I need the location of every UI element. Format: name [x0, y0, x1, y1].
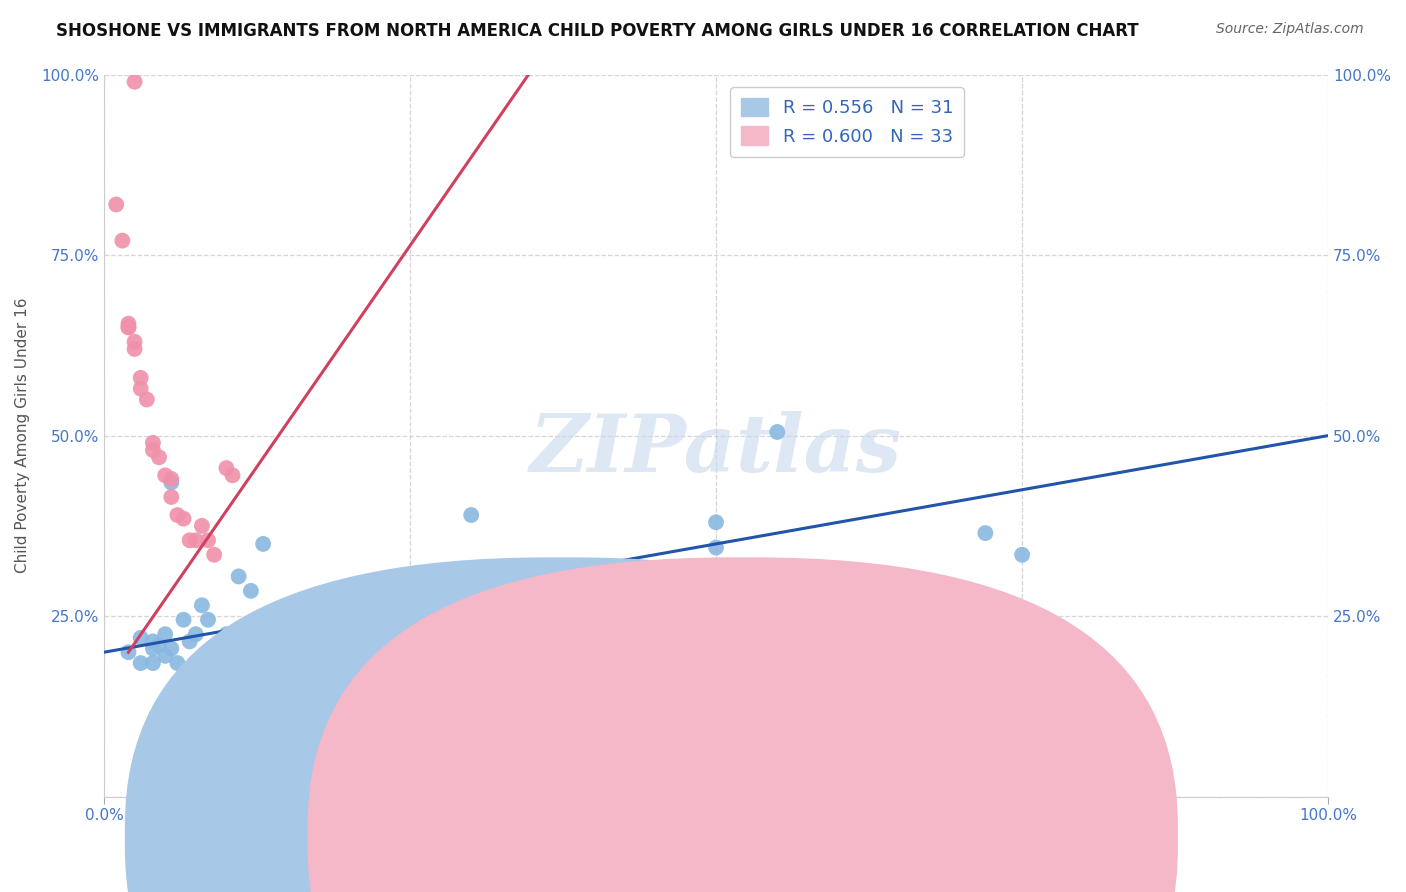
- Point: [179, 634, 201, 648]
- Point: [142, 435, 165, 450]
- Point: [252, 537, 274, 551]
- Point: [252, 678, 274, 692]
- Point: [184, 627, 207, 641]
- Point: [221, 468, 243, 483]
- Point: [160, 641, 183, 656]
- Point: [148, 450, 170, 465]
- Point: [197, 613, 219, 627]
- Point: [117, 320, 139, 334]
- Point: [142, 634, 165, 648]
- Point: [142, 641, 165, 656]
- Point: [142, 443, 165, 458]
- Point: [117, 317, 139, 331]
- Point: [522, 648, 544, 663]
- Point: [105, 197, 128, 211]
- Point: [1011, 548, 1033, 562]
- Point: [485, 648, 508, 663]
- Point: [129, 631, 152, 645]
- Point: [252, 634, 274, 648]
- Point: [277, 634, 299, 648]
- Point: [129, 382, 152, 396]
- Point: [179, 533, 201, 548]
- Point: [117, 645, 139, 659]
- Point: [191, 519, 214, 533]
- Point: [124, 342, 146, 356]
- Point: [277, 606, 299, 620]
- Text: Immigrants from North America: Immigrants from North America: [766, 830, 1011, 845]
- Point: [160, 472, 183, 486]
- Point: [124, 75, 146, 89]
- Point: [301, 620, 323, 634]
- Point: [173, 511, 195, 525]
- Text: SHOSHONE VS IMMIGRANTS FROM NORTH AMERICA CHILD POVERTY AMONG GIRLS UNDER 16 COR: SHOSHONE VS IMMIGRANTS FROM NORTH AMERIC…: [56, 22, 1139, 40]
- Point: [239, 583, 262, 598]
- Point: [704, 515, 727, 529]
- Text: Source: ZipAtlas.com: Source: ZipAtlas.com: [1216, 22, 1364, 37]
- Y-axis label: Child Poverty Among Girls Under 16: Child Poverty Among Girls Under 16: [15, 298, 30, 574]
- Point: [704, 541, 727, 555]
- Point: [197, 533, 219, 548]
- Text: ZIPatlas: ZIPatlas: [530, 411, 903, 489]
- Point: [148, 638, 170, 652]
- Point: [124, 334, 146, 349]
- Point: [166, 656, 188, 670]
- Text: Shoshone: Shoshone: [583, 830, 659, 845]
- Point: [283, 620, 305, 634]
- Point: [974, 526, 997, 541]
- Point: [173, 613, 195, 627]
- Point: [153, 648, 176, 663]
- Point: [153, 468, 176, 483]
- Point: [766, 425, 789, 439]
- Point: [153, 627, 176, 641]
- Point: [160, 475, 183, 490]
- Point: [184, 533, 207, 548]
- Legend: R = 0.556   N = 31, R = 0.600   N = 33: R = 0.556 N = 31, R = 0.600 N = 33: [730, 87, 965, 157]
- Point: [215, 627, 238, 641]
- Point: [288, 641, 311, 656]
- Point: [228, 569, 250, 583]
- Point: [111, 234, 134, 248]
- Point: [166, 508, 188, 522]
- Point: [129, 656, 152, 670]
- Point: [129, 371, 152, 385]
- Point: [191, 599, 214, 613]
- Point: [202, 548, 225, 562]
- Point: [337, 627, 360, 641]
- Point: [117, 320, 139, 334]
- Point: [142, 656, 165, 670]
- Point: [460, 508, 482, 522]
- Point: [228, 641, 250, 656]
- Point: [160, 490, 183, 504]
- Point: [135, 392, 157, 407]
- Point: [215, 461, 238, 475]
